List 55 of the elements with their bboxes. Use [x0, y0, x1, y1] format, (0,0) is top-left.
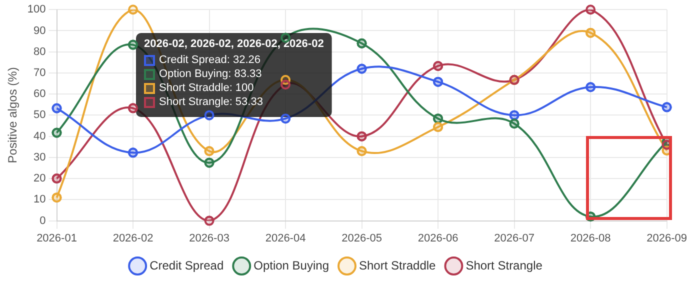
point	[509, 110, 520, 120]
x-tick-label: 2026-06	[418, 232, 458, 244]
x-tick-label: 2026-09	[646, 232, 688, 244]
point	[356, 146, 367, 156]
y-tick-label: 0	[40, 214, 46, 227]
annotation: Option Buying: 83.33	[159, 68, 262, 80]
y-tick-label: 80	[34, 46, 46, 58]
point	[128, 4, 138, 15]
y-tick-label: 40	[34, 130, 46, 142]
point	[356, 38, 367, 48]
legend-label: Short Straddle	[359, 258, 436, 272]
point	[52, 128, 62, 138]
y-axis-title: Positive algos (%)	[6, 67, 20, 164]
annotation: 2026-02, 2026-02, 2026-02, 2026-02	[144, 38, 324, 50]
x-tick-label: 2026-02	[112, 232, 154, 244]
y-tick-label: 90	[34, 24, 46, 37]
point	[52, 103, 62, 114]
point	[586, 4, 596, 15]
point	[128, 103, 138, 114]
legend-label: Credit Spread	[150, 258, 224, 272]
point	[509, 118, 520, 129]
point	[356, 64, 367, 74]
point	[433, 114, 444, 124]
y-tick-label: 60	[34, 88, 46, 100]
point	[662, 102, 672, 112]
point	[128, 148, 138, 158]
x-tick-label: 2026-08	[570, 232, 611, 244]
point	[204, 216, 214, 226]
legend-label: Short Strangle	[466, 258, 543, 272]
point	[52, 174, 62, 184]
point	[433, 60, 444, 71]
point	[356, 131, 367, 142]
y-tick-label: 70	[34, 66, 46, 79]
legend-label: Option Buying	[254, 258, 330, 272]
y-tick-label: 10	[34, 194, 46, 206]
point	[204, 146, 214, 156]
annotation: Short Straddle: 100	[159, 82, 254, 94]
y-tick-label: 50	[34, 109, 46, 122]
x-tick-label: 2026-03	[189, 232, 230, 244]
y-tick-label: 100	[27, 4, 46, 16]
x-tick-label: 2026-05	[342, 232, 382, 244]
point	[586, 82, 596, 92]
point	[433, 122, 444, 132]
y-tick-label: 30	[34, 151, 46, 164]
point	[204, 158, 214, 168]
annotation: Credit Spread: 32.26	[159, 54, 261, 66]
x-tick-label: 2026-04	[265, 232, 306, 244]
point	[52, 192, 62, 203]
y-tick-label: 20	[34, 172, 46, 185]
x-tick-label: 2026-01	[36, 232, 77, 244]
annotation: Short Strangle: 53.33	[159, 96, 263, 108]
x-tick-label: 2026-07	[494, 232, 534, 244]
point	[128, 40, 138, 50]
point	[586, 28, 596, 38]
point	[433, 76, 444, 87]
